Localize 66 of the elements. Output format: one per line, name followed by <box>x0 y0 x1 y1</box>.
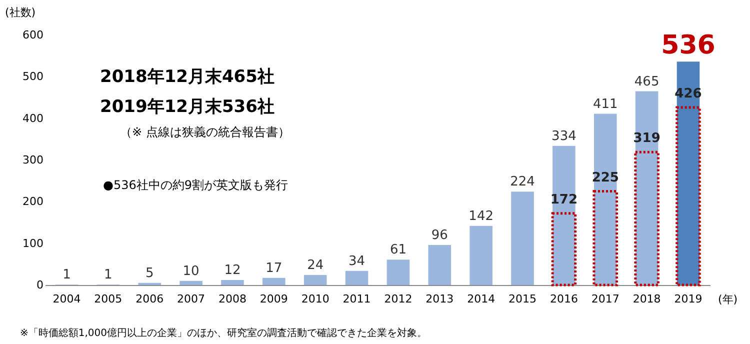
bar <box>428 245 452 285</box>
x-tick-label: 2005 <box>94 292 122 306</box>
x-axis-title: (年) <box>718 293 738 306</box>
annotation: （※ 点線は狭義の統合報告書） <box>120 125 290 139</box>
data-label: 142 <box>468 208 494 224</box>
bar <box>470 226 492 285</box>
bar <box>634 150 660 286</box>
data-label: 5 <box>145 266 154 281</box>
data-label: 225 <box>592 170 619 186</box>
bar <box>180 280 202 285</box>
bar <box>552 146 576 285</box>
y-tick-label: 600 <box>22 28 44 42</box>
y-tick-label: 400 <box>22 112 44 125</box>
data-label: 17 <box>266 260 282 276</box>
bar <box>386 260 410 285</box>
data-label: 10 <box>182 264 200 279</box>
x-tick-label: 2009 <box>260 292 288 306</box>
x-tick-label: 2010 <box>301 292 330 306</box>
data-label: 172 <box>550 192 578 208</box>
x-tick-label: 2007 <box>177 292 206 306</box>
bar <box>592 190 618 286</box>
data-label: 411 <box>592 96 618 112</box>
data-label: 1 <box>104 268 112 283</box>
bar <box>511 192 534 285</box>
bar <box>594 114 617 285</box>
y-tick-label: 100 <box>22 236 44 250</box>
x-tick-label: 2018 <box>632 292 661 306</box>
bar <box>676 106 701 286</box>
bar <box>262 278 286 285</box>
data-label: 61 <box>390 242 406 258</box>
bar <box>676 62 700 285</box>
annotation: 2018年12月末465社 <box>100 67 274 87</box>
y-tick-label: 500 <box>22 70 44 84</box>
x-tick-label: 2013 <box>426 292 454 306</box>
data-label: 34 <box>348 254 366 269</box>
x-tick-label: 2004 <box>52 292 81 306</box>
bar <box>551 212 577 286</box>
data-label: 224 <box>510 174 535 190</box>
x-tick-label: 2017 <box>591 292 620 306</box>
x-tick-label: 2008 <box>218 292 246 306</box>
data-label: 1 <box>62 268 71 283</box>
text: ※「時価総額1,000億円以上の企業」のほか、研究室の調査活動で確認できた企業を対象。 <box>20 327 428 339</box>
data-label: 334 <box>552 128 576 144</box>
y-tick-label: 200 <box>22 195 44 208</box>
y-tick-label: 0 <box>36 278 44 292</box>
x-tick-label: 2015 <box>508 292 537 306</box>
bar <box>304 275 327 285</box>
data-label: 465 <box>634 74 660 90</box>
data-label: 96 <box>431 228 448 243</box>
x-tick-label: 2012 <box>384 292 412 306</box>
x-tick-label: 2014 <box>467 292 496 306</box>
data-label: 319 <box>633 131 660 146</box>
bar <box>345 270 368 285</box>
x-tick-label: 2011 <box>342 292 371 306</box>
y-tick-label: 300 <box>22 154 44 166</box>
data-label: 536 <box>661 30 716 61</box>
bar <box>221 280 244 285</box>
x-tick-label: 2016 <box>550 292 578 306</box>
bar <box>635 91 658 285</box>
x-tick-label: 2006 <box>136 292 164 306</box>
x-tick-label: 2019 <box>674 292 702 306</box>
y-axis-title: (社数) <box>5 6 36 19</box>
annotation: 2019年12月末536社 <box>100 97 274 117</box>
data-label: 12 <box>224 263 241 278</box>
annotation: ●536社中の約9割が英文版も発行 <box>103 178 288 192</box>
data-label: 24 <box>307 258 324 273</box>
